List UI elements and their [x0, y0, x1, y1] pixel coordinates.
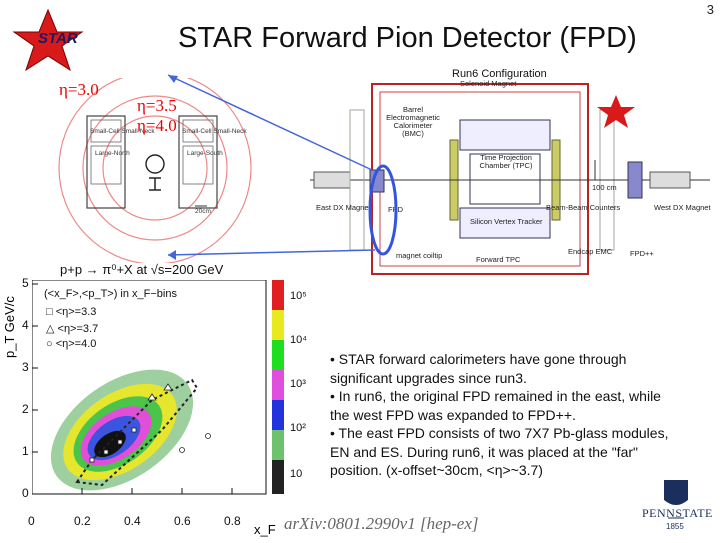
tpc-label: Time Projection Chamber (TPC) [479, 153, 533, 170]
kinematics-plot: p+p → π⁰+X at √s=200 GeV p_T GeV/c [0, 262, 320, 540]
solenoid-label: Solenoid Magnet [460, 79, 517, 88]
cbar-tick-2: 10² [290, 422, 306, 434]
plot-ylabel: p_T GeV/c [2, 296, 17, 358]
endcap-label: Endcap EMC [568, 247, 613, 256]
arrow-line-top [167, 74, 373, 171]
detector-star-logo [596, 94, 636, 130]
plot-title: p+p → π⁰+X at √s=200 GeV [60, 262, 224, 277]
ftpc-label: Forward TPC [476, 255, 521, 264]
fpd-pp-label: FPD++ [630, 249, 654, 258]
cbar-tick-1: 10 [290, 468, 303, 480]
pennstate-logo: PENNSTATE 1855 [636, 478, 716, 538]
run-caption: Run6 Configuration [452, 68, 547, 80]
pennstate-text: PENNSTATE [642, 506, 713, 520]
arxiv-citation: arXiv:0801.2990v1 [hep-ex] [284, 514, 479, 533]
arrow-head-top [168, 75, 178, 83]
bullet-item-2: • In run6, the original FPD remained in … [330, 388, 661, 423]
y-tick-3: 3 [22, 360, 29, 374]
svt-label: Silicon Vertex Tracker [470, 217, 543, 226]
slide-title: STAR Forward Pion Detector (FPD) [178, 22, 637, 54]
scale-100cm-label: 100 cm [592, 183, 617, 192]
bullet-item-3: • The east FPD consists of two 7X7 Pb-gl… [330, 425, 669, 478]
y-tick-2: 2 [22, 402, 29, 416]
legend-item-2: △ <η>=3.7 [46, 323, 99, 335]
eta-3-5-label: η=3.5 [137, 96, 177, 115]
page-number: 3 [706, 2, 714, 17]
star-detector-schematic: Solenoid Magnet Barrel Electromagnetic C… [310, 79, 711, 280]
east-dx-label: East DX Magnet [316, 203, 371, 212]
star-logo: STAR [12, 8, 84, 74]
star-logo-text: STAR [38, 30, 78, 47]
fpd-highlight-ellipse [368, 164, 398, 256]
cbar-tick-5: 10⁵ [290, 290, 307, 302]
x-tick-1: 0.2 [74, 514, 91, 528]
legend-label-2: <η>=3.7 [57, 323, 99, 335]
cbar-tick-3: 10³ [290, 378, 306, 390]
bullet-list: • STAR forward calorimeters have gone th… [330, 350, 680, 480]
detector-drawing [310, 83, 710, 275]
bemc-label: Barrel Electromagnetic Calorimeter (BMC) [386, 105, 440, 138]
y-tick-4: 4 [22, 318, 29, 332]
right-module-mid-label: Large-South [187, 150, 223, 157]
eta-4-0-label: η=4.0 [137, 116, 177, 135]
legend-item-3: ○ <η>=4.0 [46, 338, 97, 350]
bbc-label: Beam-Beam Counters [546, 203, 621, 212]
legend-item-1: □ <η>=3.3 [46, 306, 97, 318]
y-tick-1: 1 [22, 444, 29, 458]
cbar-tick-4: 10⁴ [290, 334, 307, 346]
arrow-line-bottom [167, 249, 376, 256]
pennstate-year: 1855 [666, 522, 684, 531]
west-dx-label: West DX Magnet [654, 203, 711, 212]
plot-legend-title: (<x_F>,<p_T>) in x_F−bins [44, 288, 177, 300]
left-module-mid-label: Large-North [95, 150, 130, 157]
legend-label-1: <η>=3.3 [55, 306, 97, 318]
x-tick-2: 0.4 [124, 514, 141, 528]
right-module-top-label: Small-Cell Small-Neck [182, 128, 247, 135]
fpd-layout-drawing [58, 71, 252, 265]
plot-area [32, 280, 284, 495]
scale-label: 20cm [195, 208, 211, 215]
x-tick-3: 0.6 [174, 514, 191, 528]
x-tick-4: 0.8 [224, 514, 241, 528]
fpd-layout-diagram: η=3.0 η=3.5 η=4.0 Small-Cell Small-Neck … [55, 71, 255, 265]
bullet-item-1: • STAR forward calorimeters have gone th… [330, 351, 627, 386]
coiltip-label: magnet coiltip [396, 251, 443, 260]
y-tick-0: 0 [22, 486, 29, 500]
legend-label-3: <η>=4.0 [55, 338, 97, 350]
left-module-top-label: Small-Cell Small-Neck [90, 128, 155, 135]
eta-3-0-label: η=3.0 [59, 80, 99, 99]
plot-xlabel: x_F [254, 522, 276, 537]
x-tick-0: 0 [28, 514, 35, 528]
y-tick-5: 5 [22, 276, 29, 290]
arrow-head-bottom [168, 250, 176, 260]
